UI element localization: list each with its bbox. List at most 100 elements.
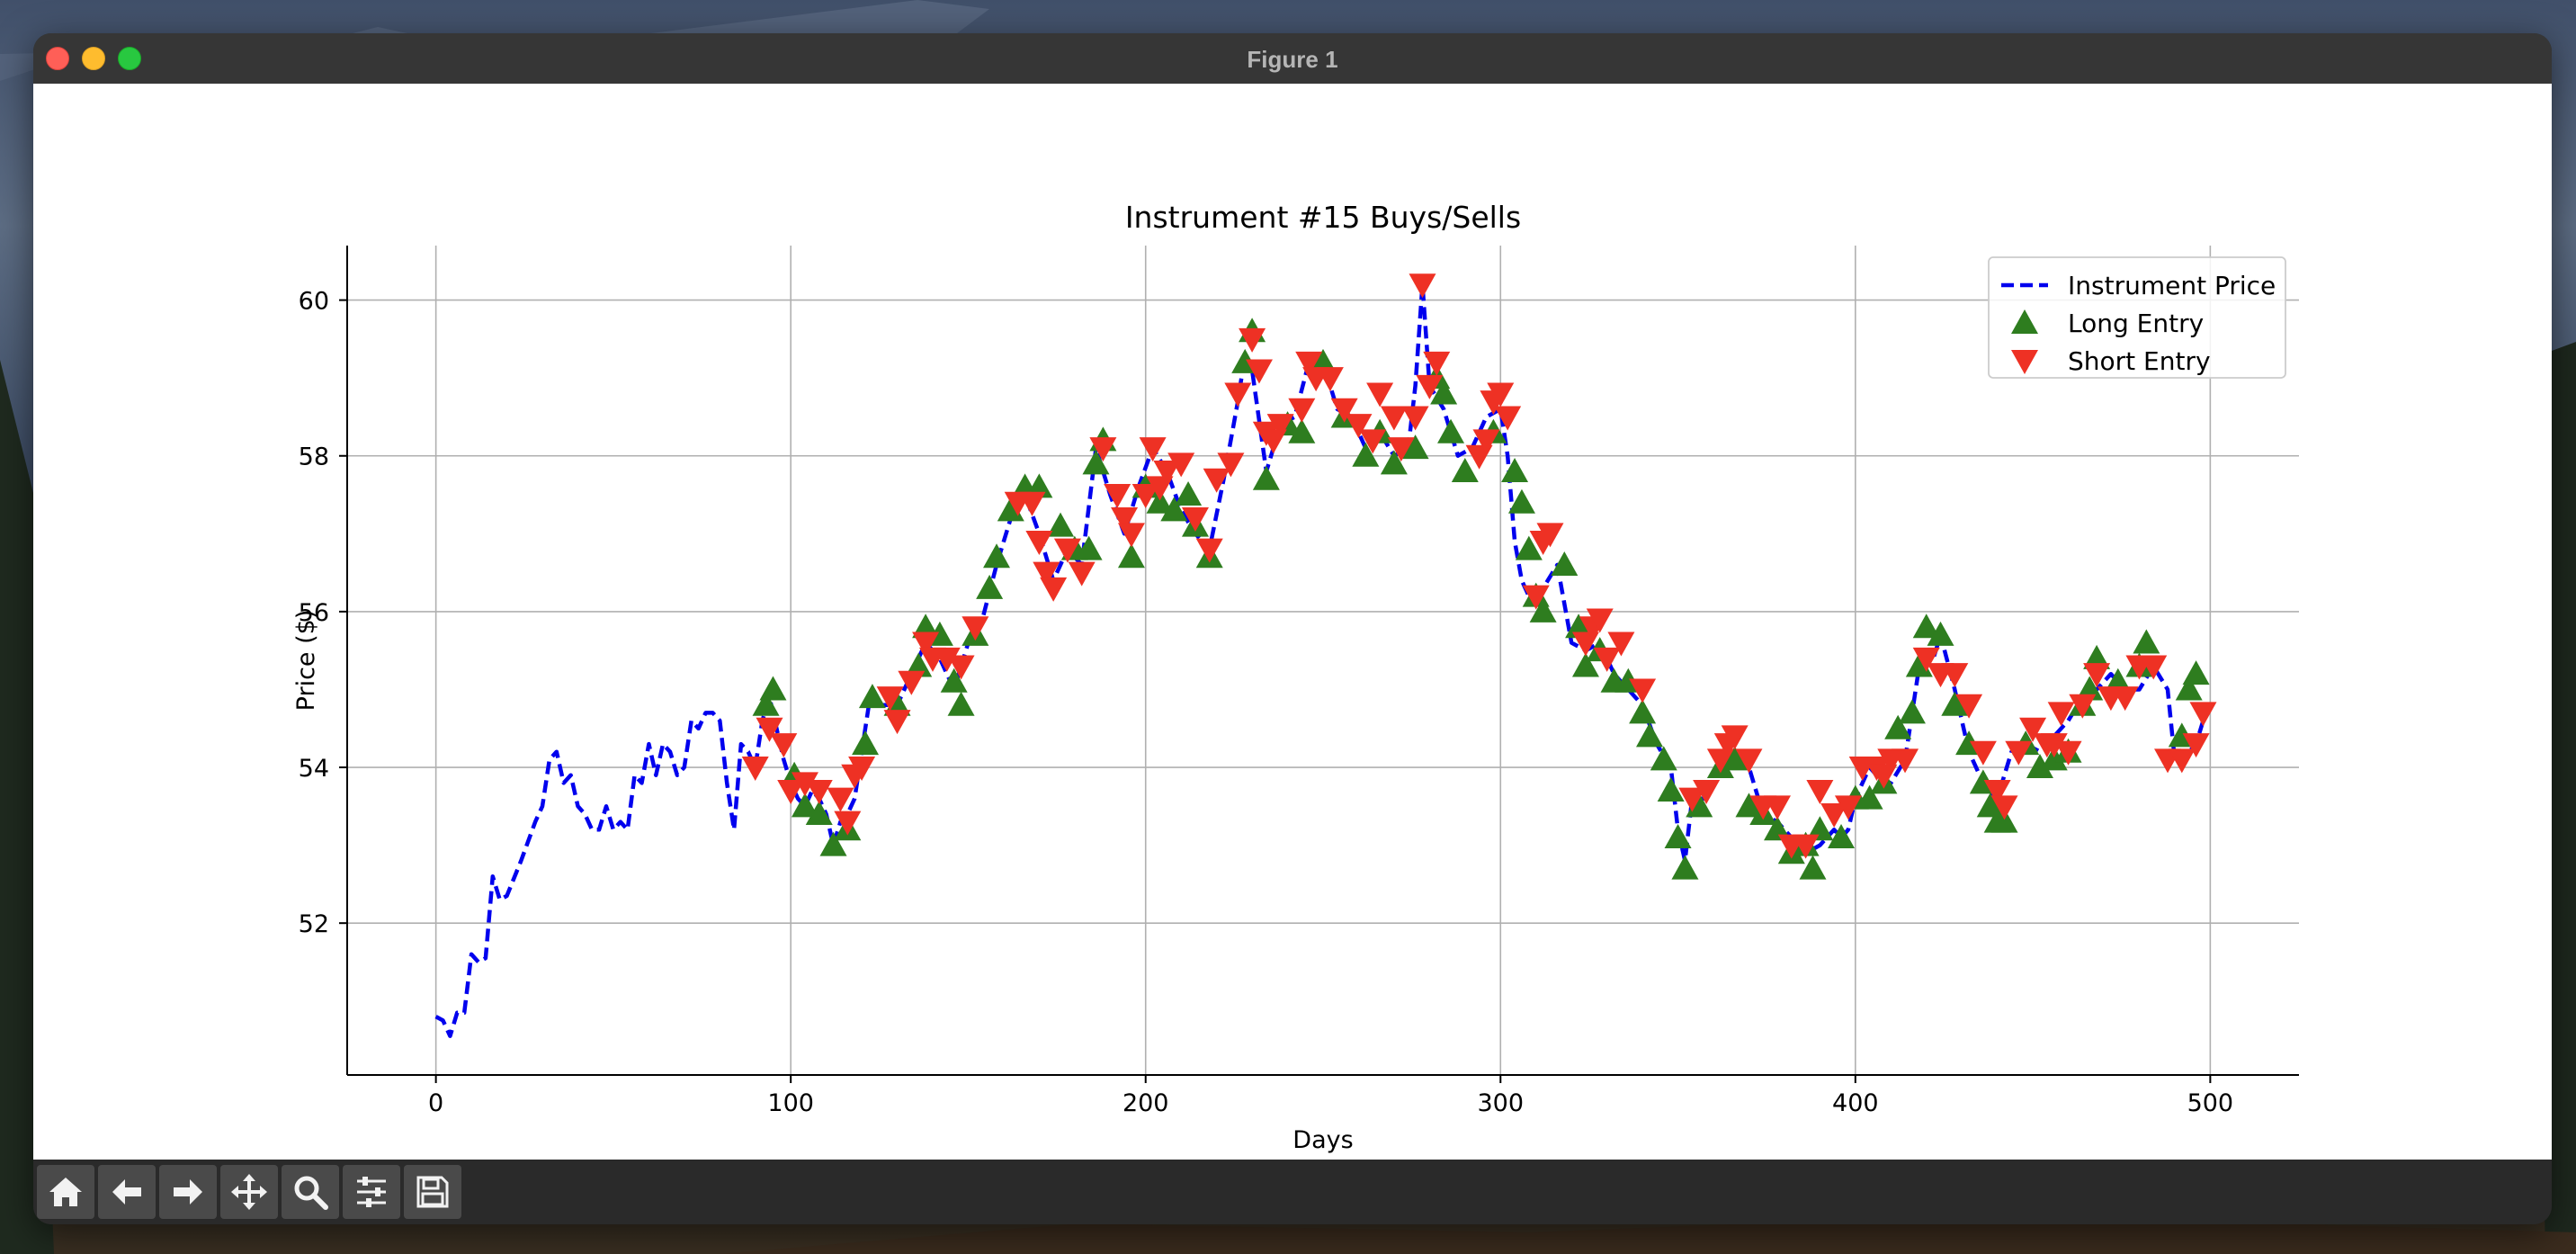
short-entry-marker — [1792, 834, 1820, 859]
long-entry-marker — [1529, 597, 1557, 623]
long-entry-marker — [1146, 488, 1174, 514]
short-entry-marker — [1409, 273, 1436, 299]
navigation-toolbar — [33, 1160, 2552, 1224]
long-entry-marker — [1288, 418, 1316, 443]
maximize-button[interactable] — [118, 47, 141, 70]
long-entry-marker — [905, 652, 933, 677]
short-entry-marker — [1288, 398, 1316, 423]
short-entry-marker — [2047, 702, 2075, 727]
short-entry-marker — [962, 616, 989, 641]
long-entry-marker — [1898, 699, 1926, 724]
long-entry-marker — [1571, 652, 1599, 677]
figure-window: Figure 1 0 100 200 300 400 500 52 54 56 58 60 Instr… — [33, 33, 2552, 1224]
home-button[interactable] — [37, 1165, 94, 1219]
short-entry-marker — [1366, 382, 1394, 408]
long-entry-marker — [1515, 535, 1543, 560]
short-entry-marker — [1487, 382, 1515, 408]
y-axis-label: Price ($) — [292, 610, 320, 712]
short-entry-marker — [1139, 437, 1167, 462]
short-entry-marker — [1266, 414, 1294, 439]
short-entry-marker — [1295, 351, 1323, 376]
long-entry-marker — [1401, 434, 1429, 460]
x-tick-label: 0 — [428, 1089, 443, 1117]
short-entry-marker — [912, 631, 940, 657]
short-entry-marker — [1111, 507, 1139, 533]
configure-button[interactable] — [343, 1165, 400, 1219]
short-entry-marker — [2005, 740, 2033, 766]
short-entry-marker — [2182, 733, 2210, 758]
short-entry-marker — [1990, 795, 2018, 820]
long-entry-marker — [2026, 754, 2053, 779]
short-entry-marker — [1721, 725, 1749, 750]
y-tick-label: 52 — [299, 910, 329, 938]
zoom-button[interactable] — [282, 1165, 339, 1219]
short-entry-marker — [1586, 608, 1614, 633]
pan-button[interactable] — [220, 1165, 278, 1219]
x-tick-label: 100 — [767, 1089, 814, 1117]
long-entry-marker — [1565, 614, 1593, 639]
short-entry-marker — [1983, 780, 2011, 805]
forward-button[interactable] — [159, 1165, 217, 1219]
short-entry-marker — [770, 733, 798, 758]
chart: 0 100 200 300 400 500 52 54 56 58 60 Instrument #15… — [292, 200, 2299, 1154]
long-entry-marker — [1856, 784, 1883, 810]
figure-canvas[interactable]: 0 100 200 300 400 500 52 54 56 58 60 Instrument #15… — [33, 84, 2552, 1160]
legend-label: Short Entry — [2068, 346, 2211, 376]
long-entry-marker — [1806, 816, 1834, 841]
long-entry-marker — [1117, 543, 1145, 569]
close-button[interactable] — [46, 47, 69, 70]
minimize-button[interactable] — [82, 47, 105, 70]
floppy-disk-icon — [416, 1176, 449, 1208]
long-entry-marker — [1650, 746, 1677, 771]
short-entry-marker — [1735, 748, 1763, 774]
short-entry-marker — [876, 686, 904, 712]
long-entry-marker — [1252, 465, 1280, 490]
long-entry-marker — [2175, 676, 2203, 701]
short-entry-marker — [1607, 631, 1635, 657]
short-entry-marker — [1693, 780, 1721, 805]
short-entry-marker — [1245, 359, 1273, 384]
short-entry-marker — [1629, 678, 1657, 703]
save-button[interactable] — [404, 1165, 461, 1219]
long-entry-marker — [1075, 535, 1103, 560]
long-entry-marker — [1430, 380, 1458, 405]
long-entry-marker — [752, 691, 780, 716]
long-entry-marker — [1551, 551, 1579, 576]
back-button[interactable] — [98, 1165, 156, 1219]
short-entry-marker — [1678, 787, 1706, 812]
short-entry-marker — [947, 655, 975, 680]
y-tick-label: 54 — [299, 755, 329, 783]
short-entry-marker — [1401, 406, 1429, 431]
long-entry-marker — [1635, 722, 1663, 748]
short-entry-marker — [2040, 733, 2068, 758]
short-entry-marker — [1203, 468, 1230, 493]
long-entry-marker — [983, 543, 1011, 569]
long-entry-marker — [2076, 676, 2104, 701]
short-entry-marker — [1387, 437, 1415, 462]
short-entry-marker — [805, 780, 833, 805]
long-entry-marker — [1082, 450, 1110, 475]
short-entry-marker — [1018, 491, 1046, 516]
short-entry-marker — [1089, 437, 1117, 462]
x-tick-label: 500 — [2187, 1089, 2234, 1117]
chart-title: Instrument #15 Buys/Sells — [1125, 200, 1521, 235]
short-entry-marker — [1522, 585, 1550, 610]
long-entry-marker — [1380, 450, 1408, 475]
long-entry-marker — [1657, 777, 1685, 802]
title-bar[interactable]: Figure 1 — [33, 33, 2552, 85]
long-entry-marker — [2133, 629, 2160, 654]
long-entry-marker — [1884, 714, 1912, 739]
short-entry-marker — [1820, 802, 1848, 828]
long-entry-marker — [1764, 816, 1792, 841]
long-entry-marker — [791, 793, 818, 818]
long-entry-marker — [1451, 458, 1479, 483]
long-entry-marker — [1828, 823, 1856, 848]
short-entry-marker — [1104, 484, 1131, 509]
short-entry-marker — [1892, 748, 1919, 774]
short-entry-marker — [1941, 663, 1969, 688]
long-entry-marker — [1047, 512, 1075, 537]
short-entry-marker — [1345, 414, 1373, 439]
short-entry-marker — [1536, 523, 1564, 548]
long-entry-marker — [1664, 823, 1692, 848]
short-entry-marker — [1806, 780, 1834, 805]
